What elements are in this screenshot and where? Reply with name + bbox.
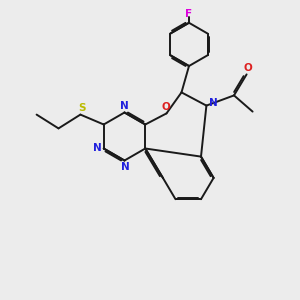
Text: N: N [93, 143, 101, 153]
Text: O: O [244, 63, 253, 74]
Text: O: O [161, 102, 170, 112]
Text: N: N [208, 98, 217, 108]
Text: S: S [78, 103, 86, 113]
Text: N: N [119, 101, 128, 111]
Text: N: N [121, 162, 130, 172]
Text: F: F [185, 9, 193, 19]
